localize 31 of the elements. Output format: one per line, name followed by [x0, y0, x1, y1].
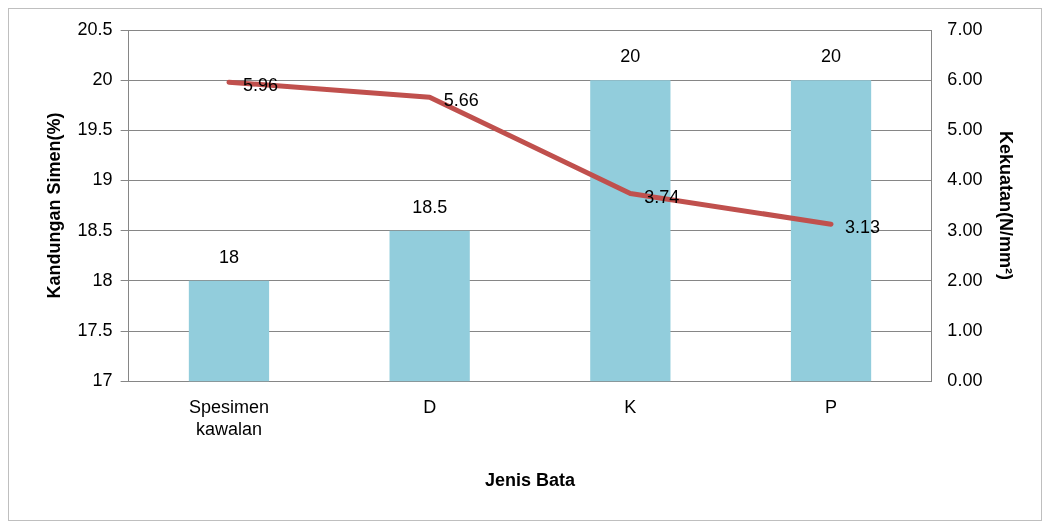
y-tick-label: 18.5: [77, 219, 113, 240]
data-label: 5.66: [443, 90, 479, 111]
data-label: 18: [218, 246, 239, 267]
y-tick-label: 19.5: [77, 119, 113, 140]
data-label: 20: [620, 46, 641, 67]
y-tick-label: 20.5: [77, 18, 113, 39]
y2-axis-title: Kekuatan(N/mm²): [996, 131, 1017, 281]
data-label: 5.96: [242, 75, 279, 96]
x-tick-label: K: [624, 396, 637, 417]
y2-tick-label: 4.00: [947, 169, 983, 190]
data-label: 20: [821, 46, 842, 67]
x-axis-title: Jenis Bata: [484, 470, 577, 491]
y2-tick-label: 3.00: [947, 219, 983, 240]
x-tick-label: P: [825, 396, 838, 417]
y2-tick-label: 1.00: [947, 320, 983, 340]
data-label: 3.13: [845, 217, 881, 238]
y2-tick-label: 2.00: [947, 269, 983, 290]
y2-tick-label: 6.00: [947, 69, 983, 90]
y-tick-label: 19: [92, 169, 113, 190]
y2-tick-label: 5.00: [947, 119, 983, 140]
y2-tick-label: 0.00: [947, 370, 983, 391]
y-tick-label: 17: [92, 370, 113, 391]
y-tick-label: 18: [92, 269, 113, 290]
data-label: 18.5: [412, 196, 448, 217]
data-label: 3.74: [644, 186, 680, 207]
y-tick-label: 20: [92, 69, 113, 90]
x-tick-label: Spesimen kawalan: [188, 396, 269, 439]
y-tick-label: 17.5: [77, 320, 113, 340]
x-tick-label: D: [423, 396, 437, 417]
y-axis-title: Kandungan Simen(%): [43, 112, 64, 299]
y2-tick-label: 7.00: [947, 18, 983, 39]
